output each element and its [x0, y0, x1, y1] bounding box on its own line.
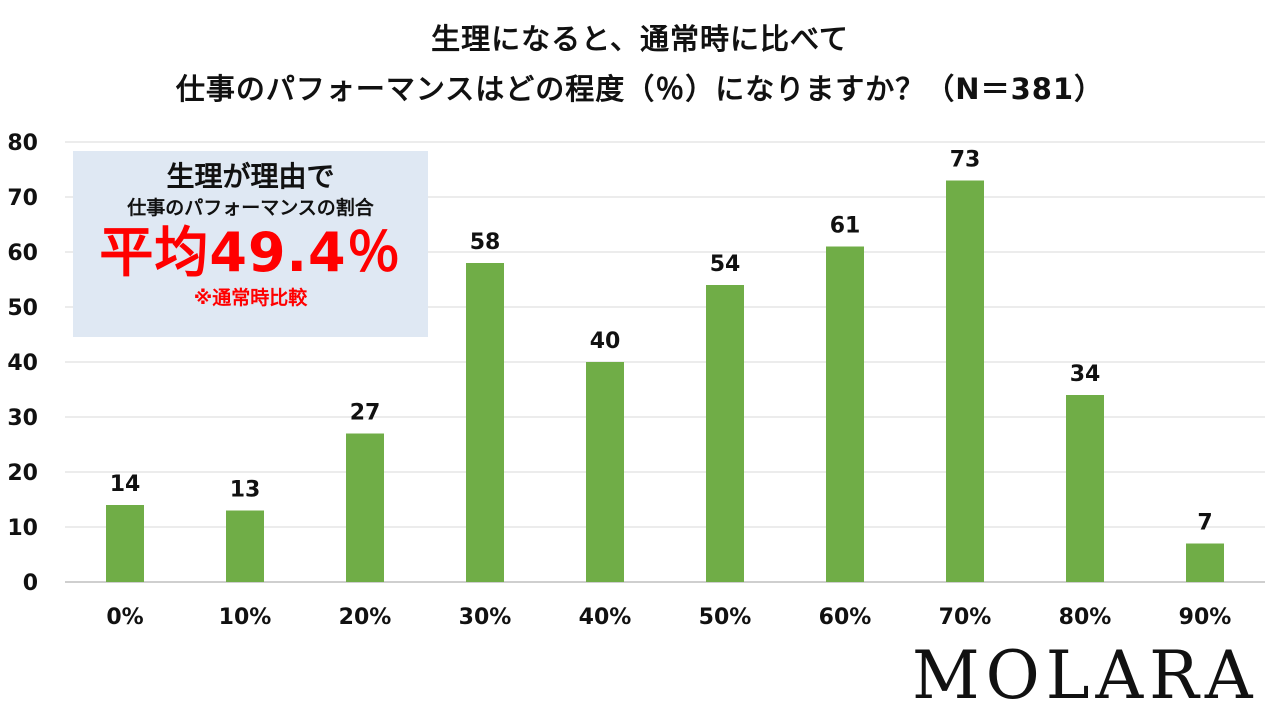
y-tick-label: 50 — [7, 296, 38, 321]
x-tick-label-2: 20% — [339, 605, 392, 630]
summary-annotation-box: 生理が理由で 仕事のパフォーマンスの割合 平均49.4％ ※通常時比較 — [73, 151, 428, 337]
bar-0 — [106, 505, 144, 582]
bar-1 — [226, 510, 264, 582]
bar-5 — [706, 285, 744, 582]
x-tick-label-0: 0% — [106, 605, 143, 630]
x-tick-label-8: 80% — [1059, 605, 1112, 630]
y-tick-label: 10 — [7, 516, 38, 541]
data-label-1: 13 — [230, 478, 261, 503]
y-tick-label: 20 — [7, 461, 38, 486]
bar-9 — [1186, 543, 1224, 582]
x-tick-label-4: 40% — [579, 605, 632, 630]
summary-subheading: 仕事のパフォーマンスの割合 — [127, 197, 374, 219]
brand-logo: MOLARA — [912, 637, 1259, 714]
chart-title: 生理になると、通常時に比べて 仕事のパフォーマンスはどの程度（％）になりますか？… — [0, 14, 1280, 114]
bar-4 — [586, 362, 624, 582]
y-tick-label: 30 — [7, 406, 38, 431]
y-tick-label: 0 — [23, 571, 38, 596]
summary-note: ※通常時比較 — [193, 287, 308, 309]
x-tick-label-7: 70% — [939, 605, 992, 630]
x-tick-label-5: 50% — [699, 605, 752, 630]
bar-3 — [466, 263, 504, 582]
summary-average-value: 平均49.4％ — [99, 221, 402, 284]
data-label-5: 54 — [710, 252, 741, 277]
y-tick-label: 70 — [7, 186, 38, 211]
y-tick-label: 80 — [7, 131, 38, 156]
x-tick-label-6: 60% — [819, 605, 872, 630]
x-tick-label-3: 30% — [459, 605, 512, 630]
data-label-6: 61 — [830, 214, 861, 239]
data-label-9: 7 — [1197, 511, 1212, 536]
data-label-2: 27 — [350, 401, 381, 426]
bar-7 — [946, 180, 984, 582]
summary-heading: 生理が理由で — [166, 160, 335, 193]
chart-title-line-1: 生理になると、通常時に比べて — [431, 22, 849, 56]
y-tick-label: 60 — [7, 241, 38, 266]
bar-2 — [346, 433, 384, 582]
data-label-3: 58 — [470, 230, 501, 255]
bar-6 — [826, 246, 864, 582]
chart-title-line-2: 仕事のパフォーマンスはどの程度（％）になりますか？（N＝381） — [175, 72, 1105, 106]
x-tick-label-1: 10% — [219, 605, 272, 630]
x-tick-label-9: 90% — [1179, 605, 1232, 630]
y-tick-label: 40 — [7, 351, 38, 376]
data-label-8: 34 — [1070, 362, 1101, 387]
data-label-4: 40 — [590, 329, 621, 354]
data-label-0: 14 — [110, 472, 141, 497]
data-label-7: 73 — [950, 148, 981, 173]
bar-8 — [1066, 395, 1104, 582]
